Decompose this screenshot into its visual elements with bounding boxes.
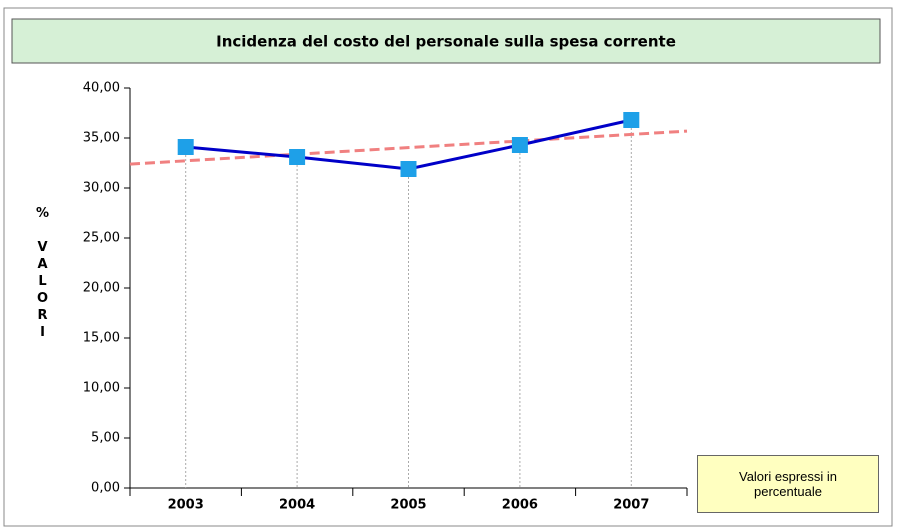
x-tick-label: 2007: [613, 498, 649, 513]
x-tick-label: 2006: [502, 498, 538, 513]
x-tick-label: 2003: [168, 498, 204, 513]
y-tick-label: 40,00: [83, 81, 120, 96]
title-box: [11, 18, 881, 64]
x-tick-label: 2004: [279, 498, 315, 513]
trend-line: [129, 129, 688, 166]
y-axis-label: % VALORI: [35, 206, 50, 342]
y-tick-label: 15,00: [83, 331, 120, 346]
chart-title: Incidenza del costo del personale sulla …: [216, 33, 676, 51]
note: Valori espressi in percentuale: [697, 455, 879, 513]
y-tick-label: 5,00: [91, 431, 120, 446]
marker: [177, 139, 194, 155]
x-tick-label: 2005: [390, 498, 426, 513]
marker: [623, 112, 640, 128]
y-tick-label: 25,00: [83, 231, 120, 246]
y-tick-label: 35,00: [83, 131, 120, 146]
marker: [400, 161, 417, 177]
y-tick-label: 0,00: [91, 481, 120, 496]
y-tick-label: 30,00: [83, 181, 120, 196]
marker: [289, 149, 306, 165]
y-tick-label: 10,00: [83, 381, 120, 396]
y-tick-label: 20,00: [83, 281, 120, 296]
marker: [511, 137, 528, 153]
frame: [3, 7, 893, 527]
